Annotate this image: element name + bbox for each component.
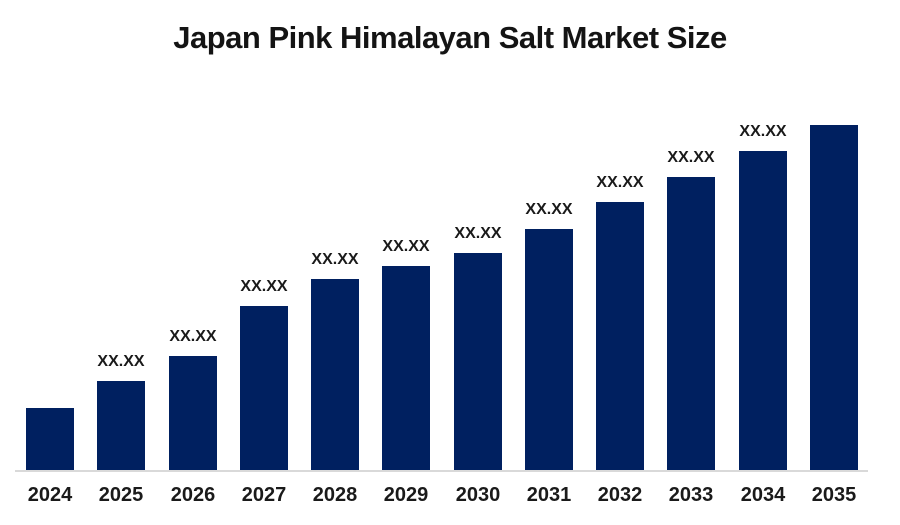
x-tick-2027: 2027	[241, 484, 287, 506]
chart-title: Japan Pink Himalayan Salt Market Size	[173, 20, 727, 55]
x-tick-2034: 2034	[740, 484, 786, 506]
bar-2035	[810, 125, 858, 470]
bar-2032	[596, 202, 644, 470]
bar-value-label-2027: XX.XX	[240, 278, 288, 295]
bar-2034	[739, 151, 787, 470]
x-tick-2024: 2024	[27, 484, 73, 506]
bar-2029	[382, 266, 430, 470]
bar-value-label-2033: XX.XX	[667, 149, 715, 166]
bar-2031	[525, 229, 573, 470]
bar-2030	[454, 253, 502, 470]
x-tick-2029: 2029	[383, 484, 429, 506]
x-tick-2032: 2032	[597, 484, 643, 506]
bar-value-label-2028: XX.XX	[311, 251, 359, 268]
x-tick-2033: 2033	[668, 484, 714, 506]
x-tick-2035: 2035	[811, 484, 857, 506]
bar-value-label-2029: XX.XX	[382, 238, 430, 255]
bar-value-label-2030: XX.XX	[454, 225, 502, 242]
bar-2033	[667, 177, 715, 470]
bar-value-label-2026: XX.XX	[169, 328, 217, 345]
x-tick-2026: 2026	[170, 484, 216, 506]
bar-2025	[97, 381, 145, 470]
bar-value-label-2025: XX.XX	[97, 353, 145, 370]
bar-value-label-2032: XX.XX	[596, 174, 644, 191]
bar-value-label-2031: XX.XX	[525, 201, 573, 218]
bar-value-label-2034: XX.XX	[739, 123, 787, 140]
x-axis-line	[15, 470, 868, 472]
bar-2027	[240, 306, 288, 470]
x-tick-2031: 2031	[526, 484, 572, 506]
bar-2024	[26, 408, 74, 470]
x-tick-2030: 2030	[455, 484, 501, 506]
bar-2028	[311, 279, 359, 470]
bar-2026	[169, 356, 217, 470]
x-tick-2028: 2028	[312, 484, 358, 506]
x-tick-2025: 2025	[98, 484, 144, 506]
